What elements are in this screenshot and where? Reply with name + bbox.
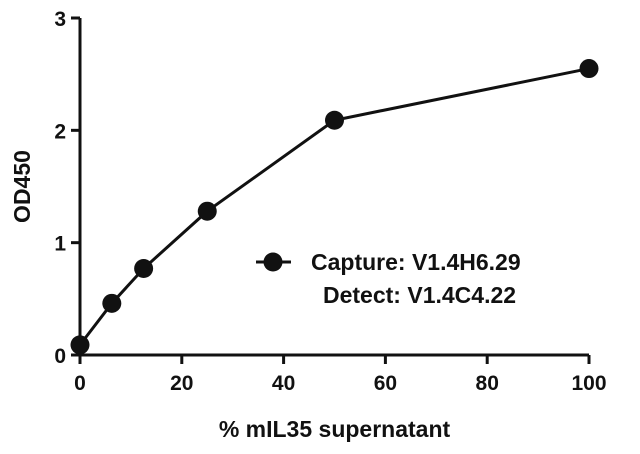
data-point: [197, 201, 217, 221]
data-point: [134, 259, 154, 279]
series-group: [70, 59, 599, 355]
data-point: [325, 110, 344, 130]
x-axis-ticks: 0 20 40 60 80 100: [74, 355, 607, 395]
data-point: [579, 59, 599, 79]
y-tick-label: 3: [54, 8, 66, 31]
legend-label-capture: Capture: V1.4H6.29: [311, 249, 521, 275]
x-tick-label: 0: [74, 372, 86, 395]
y-tick-label: 0: [54, 345, 66, 368]
x-axis-label: % mIL35 supernatant: [219, 416, 451, 442]
data-point: [102, 293, 122, 313]
x-tick-label: 40: [272, 372, 295, 395]
x-tick-label: 20: [170, 372, 193, 395]
y-tick-label: 1: [54, 233, 66, 256]
x-tick-label: 60: [374, 372, 397, 395]
x-tick-label: 100: [571, 372, 606, 395]
y-axis-ticks: 0 1 2 3: [54, 8, 80, 368]
x-tick-label: 80: [476, 372, 499, 395]
legend: Capture: V1.4H6.29 Detect: V1.4C4.22: [256, 249, 521, 308]
legend-label-detect: Detect: V1.4C4.22: [323, 282, 516, 308]
data-point: [70, 335, 90, 355]
axes: [78, 18, 589, 357]
y-axis-label: OD450: [9, 150, 35, 223]
y-tick-label: 2: [54, 120, 66, 143]
legend-marker: [263, 252, 283, 272]
